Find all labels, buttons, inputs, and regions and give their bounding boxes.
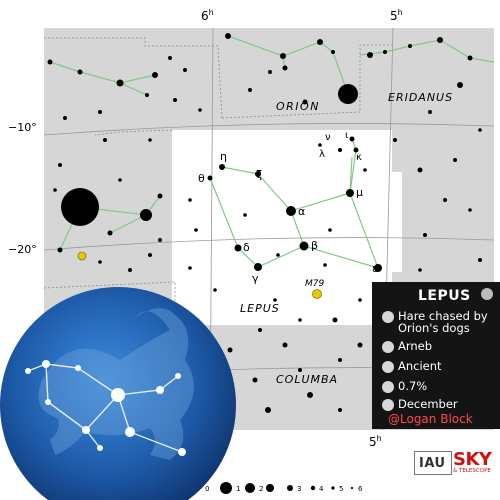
star-label-zeta: ζ: [256, 168, 262, 181]
info-myth: Hare chased by Orion's dogs: [398, 309, 488, 335]
svg-text:6: 6: [358, 485, 363, 493]
svg-text:0: 0: [205, 485, 209, 493]
object-label-m79: M79: [305, 279, 324, 289]
svg-text:2: 2: [259, 485, 263, 493]
star-label-alpha: α: [298, 205, 305, 218]
star-label-iota: ι: [345, 130, 349, 141]
lepus-region: [172, 130, 402, 325]
pie-icon: [382, 381, 394, 393]
star-label-kappa: κ: [356, 152, 362, 163]
star-label-beta: β: [311, 239, 318, 252]
info-brightest-star: Arneb: [398, 339, 433, 353]
star-label-nu: ν: [325, 132, 331, 143]
scroll-icon: [382, 361, 394, 373]
magnitude-legend: 0 1 2 3 4 5 6: [205, 482, 363, 494]
star-label-lambda: λ: [319, 149, 325, 160]
sky-telescope-logo: SKY & TELESCOPE: [452, 449, 496, 475]
info-best-month: December: [398, 397, 458, 411]
star-label-mu: μ: [356, 186, 363, 199]
star-label-gamma: γ: [252, 272, 259, 285]
dec-label-minus10: −10°: [8, 121, 37, 134]
constellation-label-orion: ORION: [276, 100, 320, 113]
svg-text:1: 1: [236, 485, 240, 493]
svg-text:4: 4: [319, 485, 324, 493]
hare-globe: [0, 287, 236, 500]
constellation-label-columba: COLUMBA: [276, 373, 338, 386]
horizon-icon: [382, 399, 394, 411]
star-label-theta: θ: [198, 172, 205, 185]
constellation-label-lepus: LEPUS: [240, 302, 280, 315]
hexagon-icon: [382, 311, 394, 323]
sky-logo-text: SKY: [453, 449, 492, 470]
ra-label-5h-top: 5h: [390, 8, 403, 23]
globe-icon: [481, 288, 493, 300]
star-label-epsilon: ε: [372, 262, 378, 275]
info-origin: Ancient: [398, 359, 442, 373]
star-label-delta: δ: [243, 241, 250, 254]
info-title: LEPUS: [418, 288, 471, 304]
info-sky-area: 0.7%: [398, 379, 428, 393]
info-panel: LEPUS Hare chased by Orion's dogs Arneb …: [372, 282, 500, 429]
iau-logo-text: IAU: [419, 456, 446, 471]
star-label-eta: η: [220, 150, 227, 163]
star-cluster-icon: [382, 341, 394, 353]
m79-cluster: [312, 289, 322, 299]
constellation-label-eridanus: ERIDANUS: [388, 91, 453, 104]
ra-label-5h-bottom: 5h: [369, 434, 382, 449]
stars: [47, 33, 482, 413]
sky-logo-subtext: & TELESCOPE: [453, 468, 491, 474]
credit-text: @Logan Block: [388, 412, 473, 426]
svg-text:3: 3: [297, 485, 301, 493]
iau-logo: IAU: [414, 451, 452, 475]
svg-text:5: 5: [339, 485, 343, 493]
orion-cluster: [77, 251, 87, 261]
dec-label-minus20: −20°: [8, 243, 37, 256]
ra-label-6h: 6h: [201, 8, 214, 23]
